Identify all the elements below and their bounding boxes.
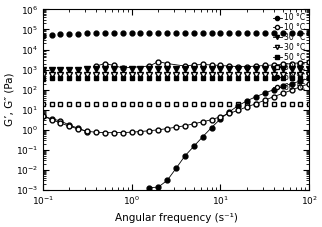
Legend: 10 °C, 10 °C, 30 °C, 30 °C, 50 °C, 50 °C, 60 °C, 60 °C: 10 °C, 10 °C, 30 °C, 30 °C, 50 °C, 50 °C… [270,10,308,95]
X-axis label: Angular frequency (s⁻¹): Angular frequency (s⁻¹) [115,213,238,223]
Y-axis label: G’, G″ (Pa): G’, G″ (Pa) [4,73,14,126]
